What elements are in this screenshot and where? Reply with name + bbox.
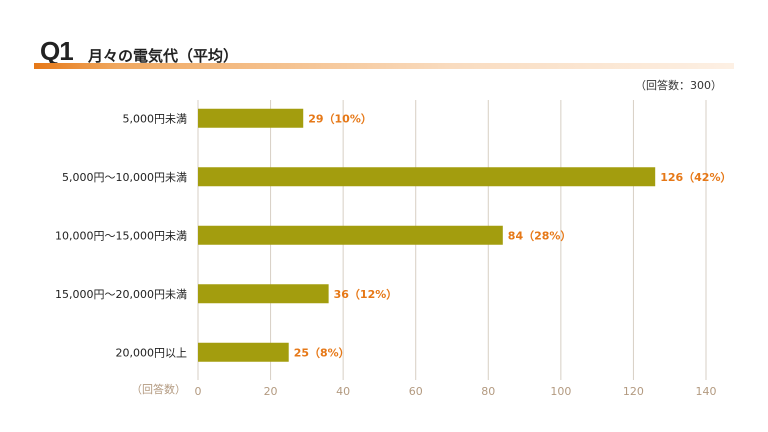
bar bbox=[198, 108, 304, 128]
chart-title: 月々の電気代（平均） bbox=[88, 47, 239, 65]
x-tick-labels: 0 20 40 60 80 100 120 140 bbox=[195, 385, 717, 398]
x-tick-label: 100 bbox=[550, 385, 571, 398]
chart-header: Q1 月々の電気代（平均） bbox=[34, 36, 734, 72]
data-label: 126（42%） bbox=[660, 171, 731, 184]
data-label: 29（10%） bbox=[308, 112, 372, 125]
x-tick-label: 40 bbox=[336, 385, 350, 398]
x-tick-label: 80 bbox=[481, 385, 495, 398]
bar bbox=[198, 284, 329, 304]
x-tick-label: 60 bbox=[409, 385, 423, 398]
category-label: 5,000円未満 bbox=[123, 112, 188, 125]
category-label: 10,000円～15,000円未満 bbox=[55, 229, 187, 242]
category-label: 20,000円以上 bbox=[116, 346, 188, 359]
x-tick-label: 140 bbox=[696, 385, 717, 398]
data-label: 25（8%） bbox=[294, 346, 350, 359]
category-labels: 5,000円未満 5,000円～10,000円未満 10,000円～15,000円未… bbox=[55, 112, 187, 359]
category-label: 15,000円～20,000円未満 bbox=[55, 288, 187, 301]
bars bbox=[198, 108, 656, 362]
title-underline bbox=[34, 63, 734, 69]
data-labels: 29（10%） 126（42%） 84（28%） 36（12%） 25（8%） bbox=[294, 112, 732, 359]
bar bbox=[198, 225, 503, 245]
x-tick-label: 120 bbox=[623, 385, 644, 398]
data-label: 36（12%） bbox=[334, 288, 398, 301]
respondents-note: （回答数：300） bbox=[635, 79, 722, 92]
data-label: 84（28%） bbox=[508, 229, 572, 242]
x-tick-label: 0 bbox=[195, 385, 202, 398]
category-label: 5,000円～10,000円未満 bbox=[62, 171, 187, 184]
bar bbox=[198, 342, 289, 362]
question-number: Q1 bbox=[40, 36, 74, 66]
x-tick-label: 20 bbox=[264, 385, 278, 398]
x-axis-label: （回答数） bbox=[131, 382, 186, 396]
bar bbox=[198, 167, 656, 187]
